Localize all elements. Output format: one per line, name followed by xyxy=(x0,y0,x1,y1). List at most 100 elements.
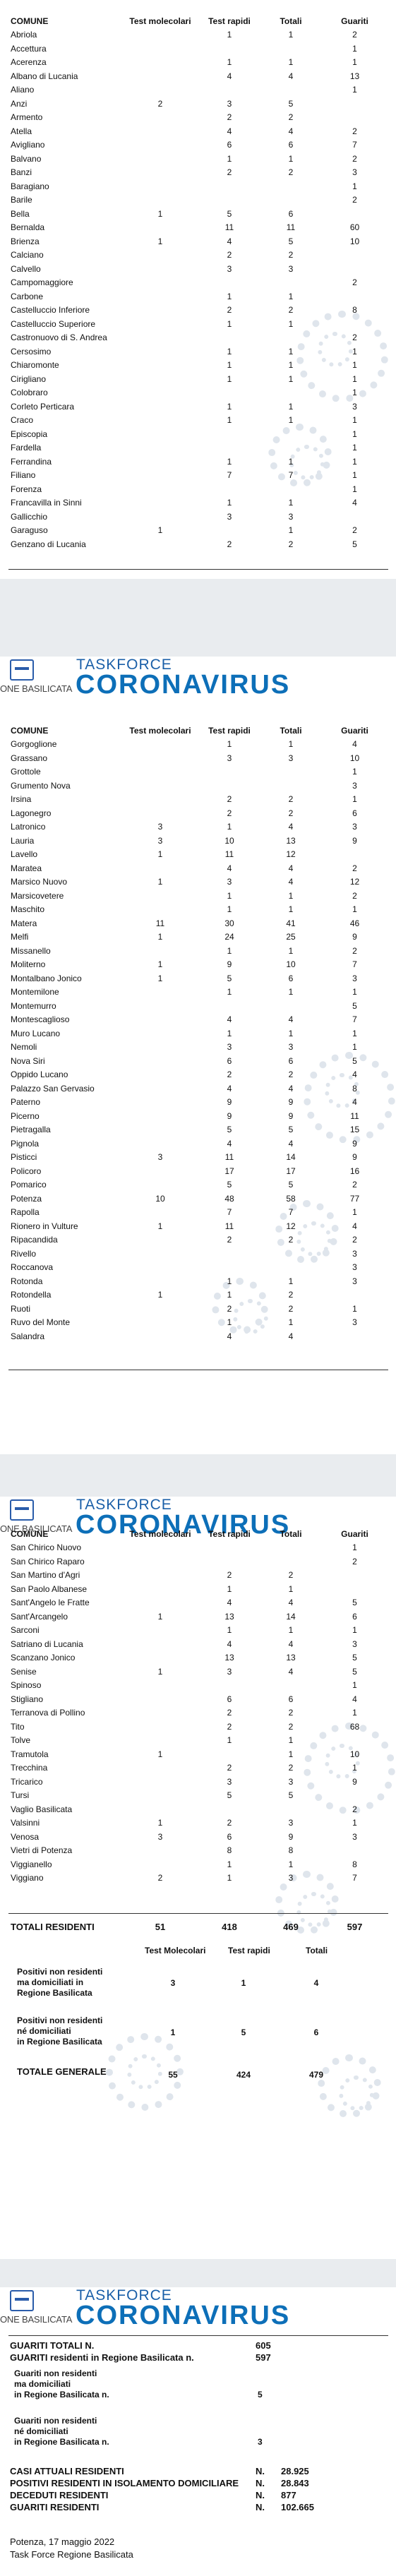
cell-comune: Albano di Lucania xyxy=(11,71,78,81)
cell-guariti: 2 xyxy=(352,1235,357,1245)
table-row: Moliterno 1 9 10 7 xyxy=(8,958,390,972)
cell-guariti: 77 xyxy=(349,1193,360,1204)
cell-guariti: 4 xyxy=(352,739,357,749)
cell-comune: Calvello xyxy=(11,263,41,274)
logo-taskforce: TASKFORCE xyxy=(76,657,172,673)
cell-comune: Colobraro xyxy=(11,388,48,397)
cell-comune: Lauria xyxy=(11,835,35,846)
cell-guariti: 1 xyxy=(352,1042,357,1052)
nonres-dom-rap: 1 xyxy=(241,1978,246,1988)
cell-comune: Senise xyxy=(11,1666,37,1677)
cell-comune: Nova Siri xyxy=(11,1055,45,1066)
virus-watermark xyxy=(296,311,388,402)
cell-comune: Sant'Arcangelo xyxy=(11,1611,68,1622)
cell-totali: 5 xyxy=(288,98,294,109)
casi-attuali-value: 28.925 xyxy=(281,2466,309,2476)
cell-molecolari: 2 xyxy=(157,1873,163,1883)
table-row: Anzi 2 3 5 xyxy=(8,97,390,112)
table-row: Paterno 9 9 4 xyxy=(8,1096,390,1110)
virus-watermark xyxy=(268,424,332,487)
table-row: Calciano 2 2 xyxy=(8,248,390,263)
cell-totali: 1 xyxy=(288,318,294,329)
cell-rapidi: 1 xyxy=(227,291,232,301)
page-3: ONE BASILICATA TASKFORCE CORONAVIRUS COM… xyxy=(0,1497,396,2259)
cell-comune: Anzi xyxy=(11,98,28,109)
cell-rapidi: 5 xyxy=(227,1790,232,1800)
cell-guariti: 12 xyxy=(349,877,360,887)
cell-totali: 14 xyxy=(286,1152,296,1162)
cell-rapidi: 1 xyxy=(227,945,232,956)
table-row: Nova Siri 6 6 5 xyxy=(8,1055,390,1069)
table-row: Francavilla in Sinni 1 1 4 xyxy=(8,496,390,510)
cell-guariti: 2 xyxy=(352,525,357,535)
cell-rapidi: 5 xyxy=(227,208,232,219)
cell-guariti: 3 xyxy=(352,822,357,832)
cell-comune: Tito xyxy=(11,1721,25,1732)
table-row: Lavello 1 11 12 xyxy=(8,848,390,862)
table-row: Brienza 1 4 5 10 xyxy=(8,235,390,249)
table-body: San Chirico Nuovo 1 San Chirico Raparo 2 San… xyxy=(8,1541,390,1886)
cell-guariti: 1 xyxy=(352,1207,357,1217)
totals-rapidi: 418 xyxy=(222,1922,237,1932)
table-row: Ferrandina 1 1 1 xyxy=(8,455,390,469)
cell-totali: 12 xyxy=(286,849,296,859)
table-row: Genzano di Lucania 2 2 5 xyxy=(8,538,390,552)
cell-rapidi: 24 xyxy=(224,932,234,942)
cell-comune: Abriola xyxy=(11,30,37,40)
table-row: San Martino d'Agri 2 2 xyxy=(8,1569,390,1583)
totals-label: TOTALI RESIDENTI xyxy=(11,1922,95,1932)
table-row: Satriano di Lucania 4 4 3 xyxy=(8,1638,390,1652)
cell-totali: 1 xyxy=(288,1749,294,1759)
cell-rapidi: 17 xyxy=(224,1166,234,1176)
nonres-col-totali: Totali xyxy=(306,1946,328,1955)
col-comune: COMUNE xyxy=(11,726,49,736)
cell-totali: 1 xyxy=(288,456,294,467)
cell-guariti: 15 xyxy=(349,1125,360,1134)
table-row: Marsico Nuovo 1 3 4 12 xyxy=(8,875,390,889)
cell-totali: 3 xyxy=(288,1776,294,1787)
cell-comune: San Chirico Nuovo xyxy=(11,1542,82,1552)
cell-rapidi: 1 xyxy=(227,57,232,67)
table-row: Calvello 3 3 xyxy=(8,263,390,277)
cell-rapidi: 2 xyxy=(227,1763,232,1773)
cell-guariti: 16 xyxy=(349,1166,360,1176)
table-row: Balvano 1 1 2 xyxy=(8,152,390,167)
table-row: Craco 1 1 1 xyxy=(8,414,390,428)
cell-guariti: 13 xyxy=(349,71,360,81)
table-body: Gorgoglione 1 1 4 Grassano 3 3 10 Grottole 1 Grume… xyxy=(8,738,390,1343)
cell-guariti: 2 xyxy=(352,30,357,40)
cell-totali: 3 xyxy=(288,1042,294,1052)
cell-comune: Montemurro xyxy=(11,1000,56,1011)
table-row: Senise 1 3 4 5 xyxy=(8,1665,390,1679)
cell-comune: Spinoso xyxy=(11,1680,42,1690)
virus-watermark xyxy=(304,1052,395,1144)
table-row: Filiano 7 7 1 xyxy=(8,469,390,483)
virus-watermark xyxy=(106,2033,184,2111)
cell-rapidi: 1 xyxy=(227,1028,232,1038)
table-row: Ruvo del Monte 1 1 3 xyxy=(8,1316,390,1330)
cell-rapidi: 8 xyxy=(227,1845,232,1855)
cell-totali: 1 xyxy=(288,1276,294,1286)
cell-rapidi: 7 xyxy=(227,470,232,480)
cell-guariti: 1 xyxy=(352,987,357,997)
cell-totali: 4 xyxy=(288,1014,294,1024)
cell-totali: 4 xyxy=(288,1083,294,1094)
cell-totali: 8 xyxy=(288,1845,294,1855)
table-row: Tolve 1 1 xyxy=(8,1734,390,1748)
taskforce-logo: ONE BASILICATA TASKFORCE CORONAVIRUS xyxy=(0,2287,289,2330)
cell-guariti: 1 xyxy=(352,1303,357,1314)
cell-guariti: 2 xyxy=(352,333,357,342)
cell-comune: Viggiano xyxy=(11,1873,44,1883)
cell-guariti: 1 xyxy=(352,904,357,914)
table-row: Oppido Lucano 2 2 4 xyxy=(8,1068,390,1082)
cell-rapidi: 1 xyxy=(227,1583,232,1594)
table-header: COMUNE Test molecolari Test rapidi Total… xyxy=(8,1527,390,1541)
cell-guariti: 3 xyxy=(352,1276,357,1286)
table-row: Lauria 3 10 13 9 xyxy=(8,834,390,849)
cell-comune: Lagonegro xyxy=(11,808,52,818)
cell-guariti: 1 xyxy=(352,443,357,453)
totals-guariti: 597 xyxy=(347,1922,363,1932)
regione-emblem-icon xyxy=(10,1499,34,1521)
cell-guariti: 1 xyxy=(352,43,357,54)
guariti-nonres-nodom-label: Guariti non residenti né domiciliati in … xyxy=(14,2416,109,2447)
